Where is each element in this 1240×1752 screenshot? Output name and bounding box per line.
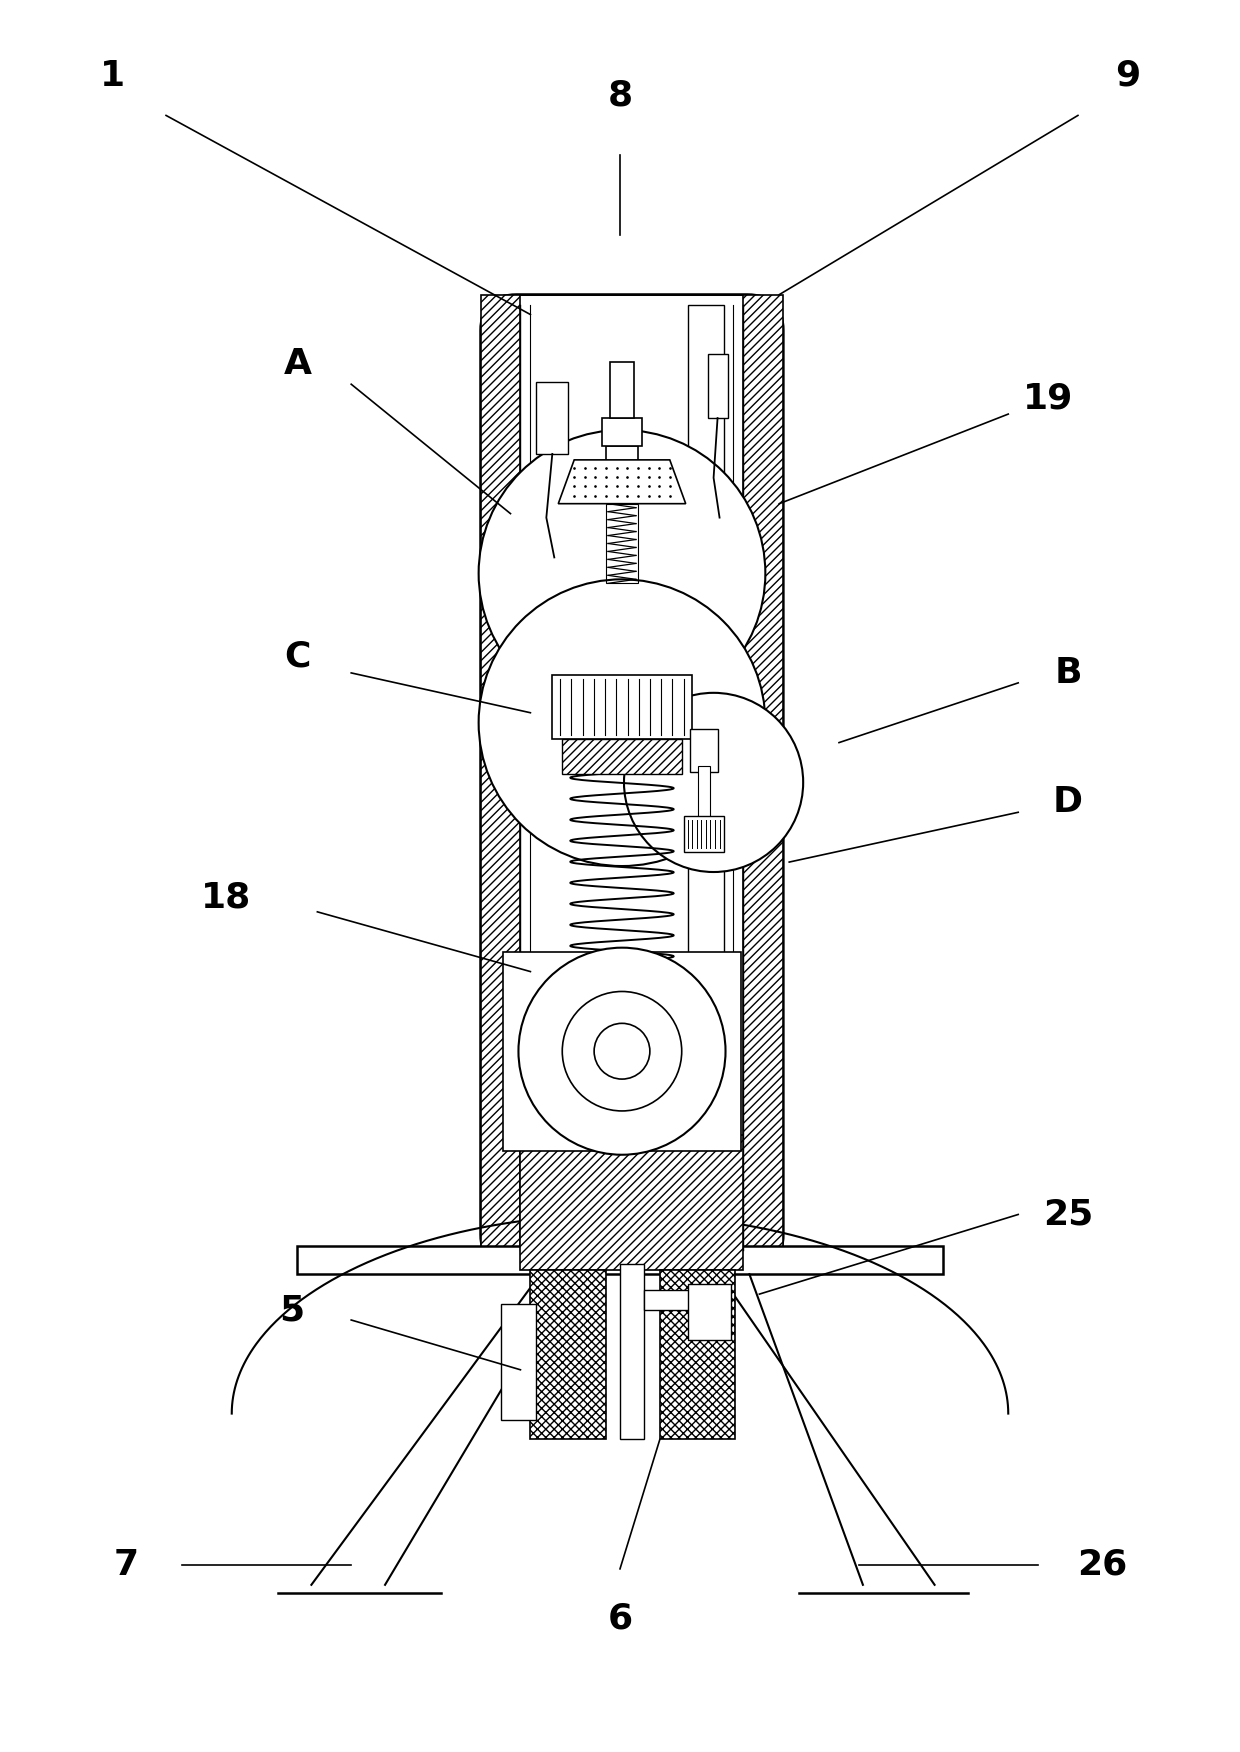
Bar [683, 816, 723, 851]
Text: C: C [284, 639, 311, 675]
Bar [620, 1265, 644, 1440]
Text: 9: 9 [1115, 58, 1141, 93]
Bar [660, 1270, 735, 1440]
Circle shape [518, 948, 725, 1155]
Bar [688, 1284, 732, 1340]
Text: 6: 6 [608, 1601, 632, 1636]
Text: 7: 7 [114, 1549, 139, 1582]
Bar [562, 739, 682, 774]
Text: D: D [1053, 785, 1083, 820]
Text: 26: 26 [1076, 1549, 1127, 1582]
Bar [644, 1289, 699, 1310]
Circle shape [624, 692, 804, 872]
Bar [603, 419, 642, 447]
Circle shape [594, 1023, 650, 1079]
Bar [698, 766, 709, 822]
Bar [552, 675, 692, 739]
Bar [502, 951, 742, 1151]
Bar [689, 729, 718, 773]
Text: B: B [1054, 655, 1081, 690]
Bar [521, 1135, 744, 1270]
Polygon shape [558, 459, 686, 503]
FancyBboxPatch shape [481, 294, 784, 1270]
Bar [708, 354, 728, 419]
Bar [298, 1246, 942, 1274]
Bar [537, 382, 568, 454]
Text: 18: 18 [201, 881, 250, 915]
Circle shape [479, 580, 765, 865]
Text: 19: 19 [1023, 382, 1074, 415]
Bar [688, 305, 723, 1135]
Bar [501, 1303, 537, 1419]
Text: A: A [284, 347, 311, 382]
Bar [606, 503, 637, 583]
Text: 1: 1 [99, 58, 125, 93]
Text: 25: 25 [1043, 1197, 1094, 1232]
Text: 8: 8 [608, 79, 632, 112]
Circle shape [562, 992, 682, 1111]
Bar [610, 363, 634, 419]
Bar [531, 1270, 606, 1440]
Bar [744, 294, 784, 1270]
Bar [481, 294, 521, 1270]
Circle shape [479, 429, 765, 717]
Text: 5: 5 [279, 1293, 304, 1326]
Bar [606, 447, 637, 491]
